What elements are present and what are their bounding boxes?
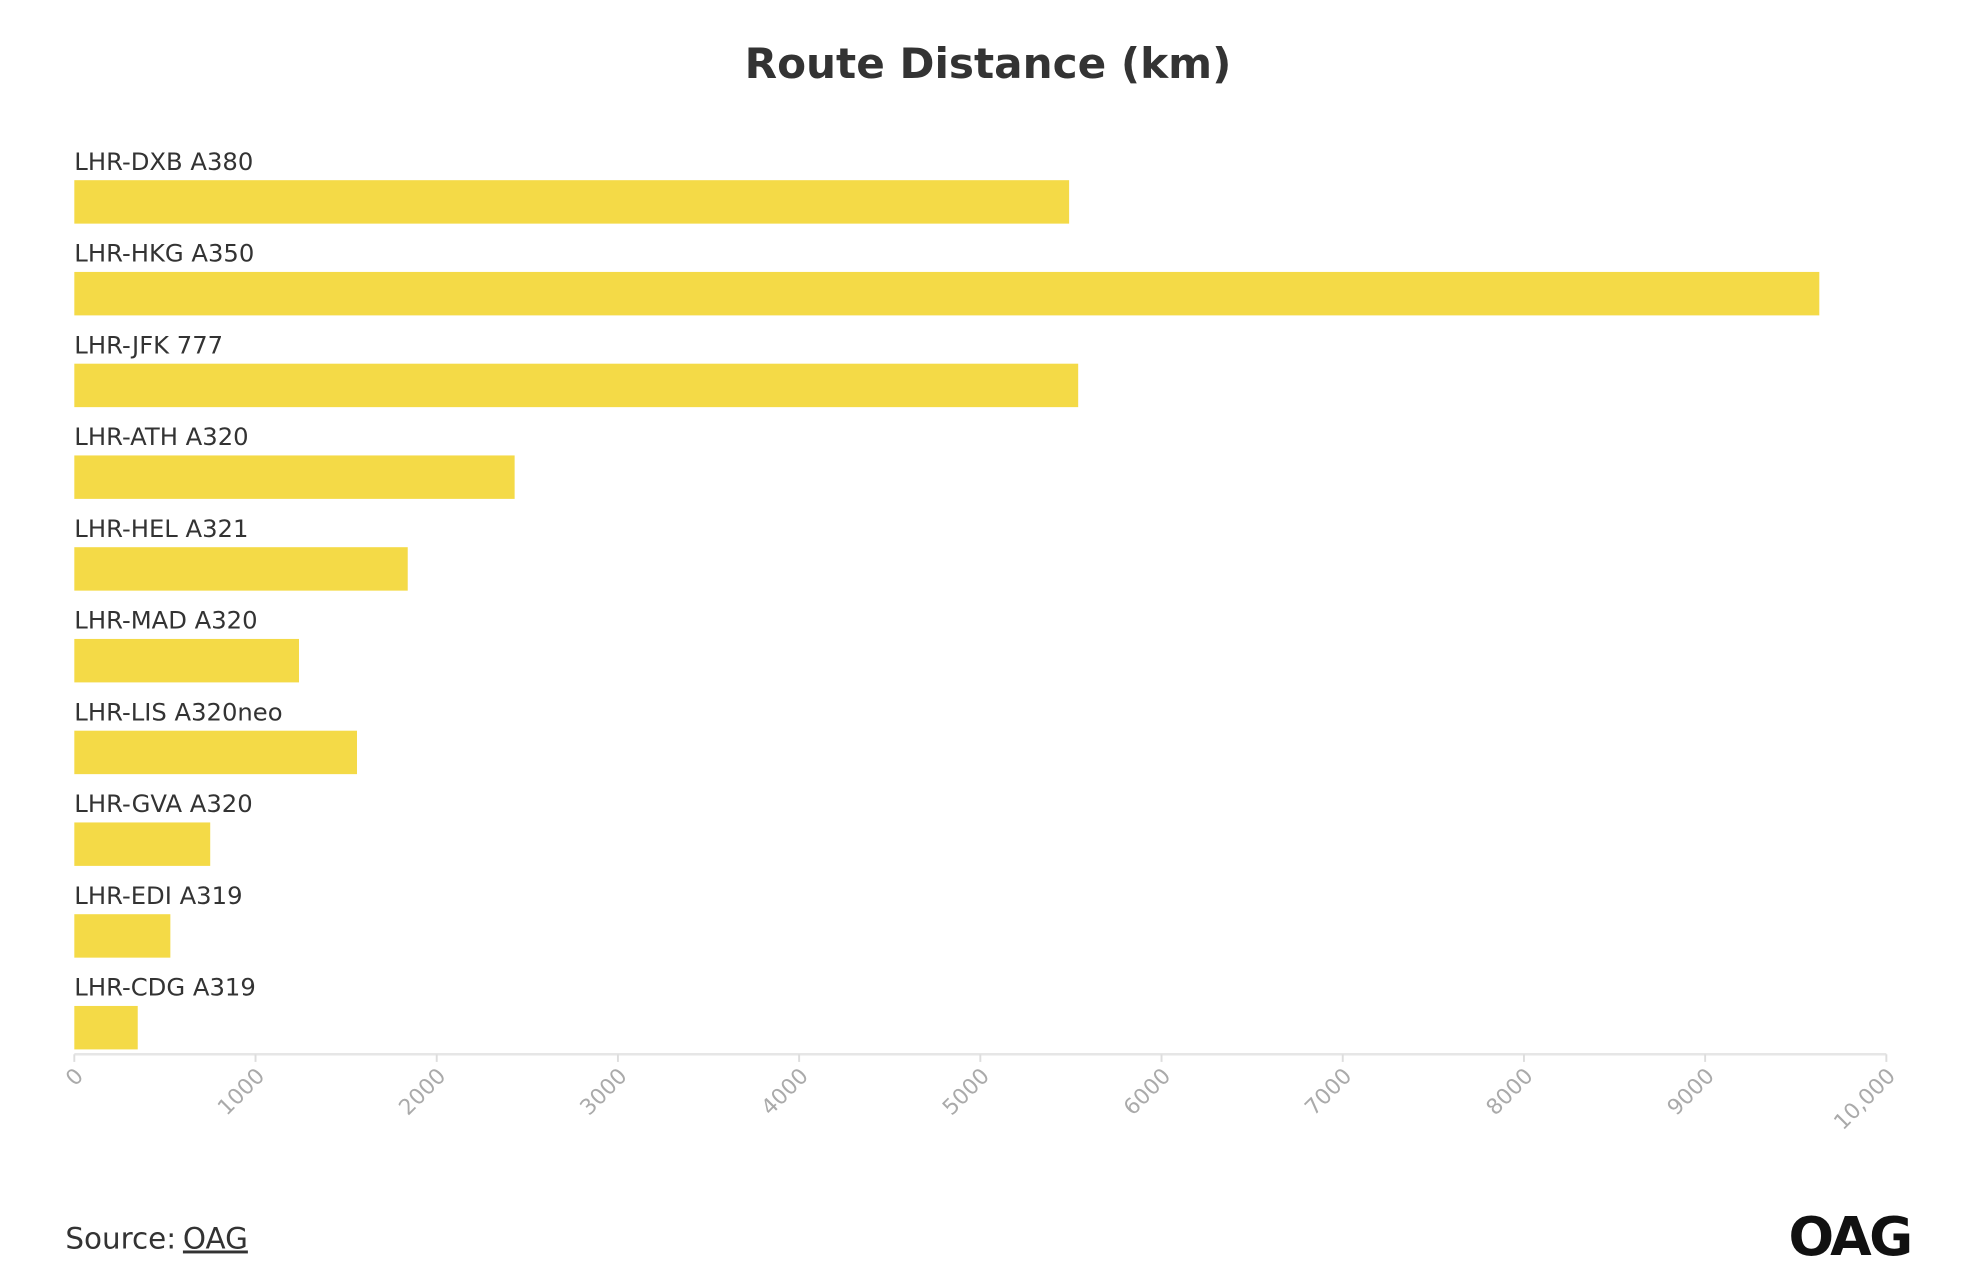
x-tick-label: 10,000 [1829, 1064, 1900, 1135]
bar [74, 180, 1070, 224]
category-label: LHR-EDI A319 [74, 881, 242, 910]
x-tick-label: 2000 [394, 1064, 451, 1121]
category-label: LHR-LIS A320neo [74, 697, 282, 726]
bar [74, 455, 515, 499]
bar [74, 547, 408, 591]
x-tick-label: 1000 [213, 1064, 270, 1121]
x-tick-label: 4000 [757, 1064, 814, 1121]
category-label: LHR-DXB A380 [74, 147, 253, 176]
bar [74, 822, 211, 866]
category-label: LHR-CDG A319 [74, 973, 255, 1002]
category-label: LHR-HKG A350 [74, 239, 254, 268]
source-label: Source: [65, 1221, 176, 1255]
x-tick-label: 7000 [1300, 1064, 1357, 1121]
bar [74, 363, 1079, 408]
x-tick-label: 8000 [1482, 1064, 1539, 1121]
source-link[interactable]: OAG [183, 1221, 248, 1255]
category-label: LHR-HEL A321 [74, 514, 248, 543]
x-tick-label: 5000 [938, 1064, 995, 1121]
bar [74, 271, 1820, 316]
x-tick-label: 3000 [576, 1064, 633, 1121]
logo: OAG [1789, 1205, 1911, 1268]
bar [74, 730, 357, 775]
bar [74, 1005, 138, 1050]
chart-title: Route Distance (km) [745, 39, 1232, 88]
category-label: LHR-GVA A320 [74, 789, 252, 818]
category-label: LHR-MAD A320 [74, 606, 257, 635]
x-tick-label: 0 [61, 1064, 88, 1091]
x-tick-label: 9000 [1663, 1064, 1720, 1121]
x-tick-label: 6000 [1119, 1064, 1176, 1121]
category-label: LHR-ATH A320 [74, 422, 248, 451]
category-label: LHR-JFK 777 [74, 330, 223, 359]
bar [74, 638, 300, 683]
bar [74, 914, 171, 958]
